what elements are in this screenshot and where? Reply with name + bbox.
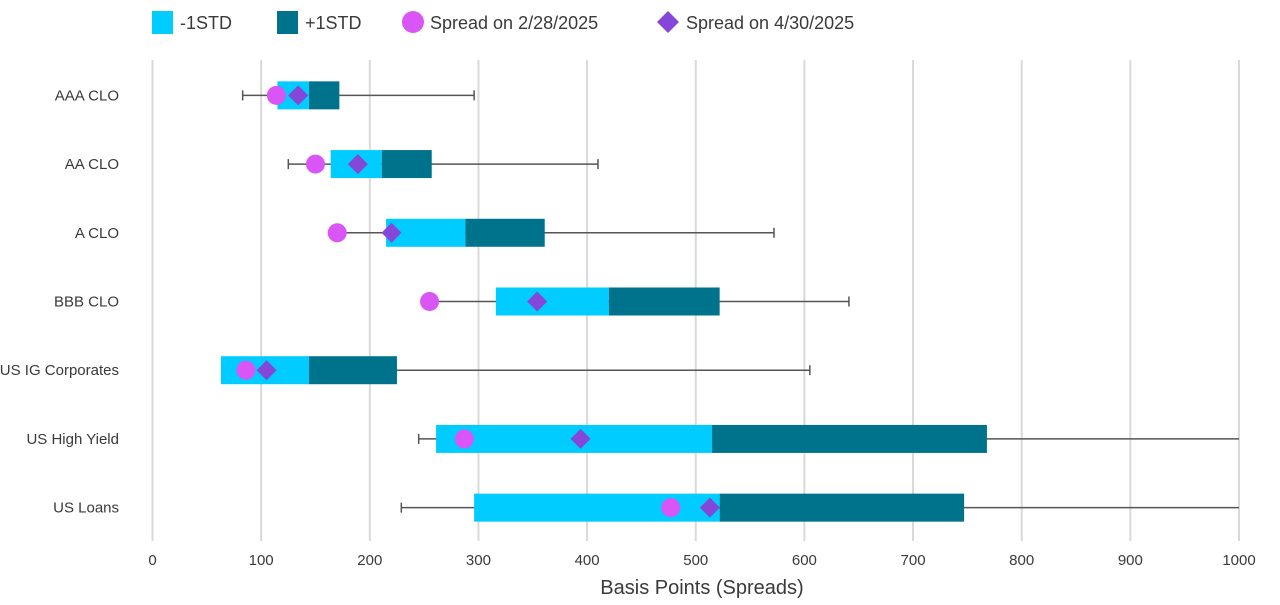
x-tick-label: 800 — [1009, 552, 1034, 569]
category-label: US IG Corporates — [0, 362, 119, 379]
marker-spread-apr — [347, 154, 368, 175]
x-tick-label: 900 — [1118, 552, 1143, 569]
marker-spread-feb — [420, 292, 440, 311]
category-label: AAA CLO — [55, 87, 119, 104]
legend-label-apr: Spread on 4/30/2025 — [686, 13, 854, 33]
category-row: US High Yield — [26, 424, 1239, 453]
category-label: A CLO — [75, 225, 119, 242]
x-tick-label: 200 — [357, 552, 382, 569]
legend-label-minus-1std: -1STD — [180, 13, 232, 33]
x-tick-label: 500 — [683, 552, 708, 569]
legend: -1STD +1STD Spread on 2/28/2025 Spread o… — [152, 11, 854, 34]
category-label: US Loans — [53, 500, 119, 517]
legend-marker-diamond-icon — [657, 11, 679, 33]
bar-plus-1std — [719, 493, 965, 522]
legend-marker-circle-icon — [402, 11, 424, 33]
category-label: AA CLO — [65, 156, 119, 173]
marker-spread-apr — [256, 360, 277, 381]
legend-label-plus-1std: +1STD — [305, 13, 362, 33]
category-row: US Loans — [53, 493, 1239, 522]
x-tick-label: 600 — [792, 552, 817, 569]
marker-spread-feb — [236, 360, 256, 380]
marker-spread-feb — [454, 429, 474, 449]
x-axis-title: Basis Points (Spreads) — [600, 577, 803, 599]
category-row: AAA CLO — [55, 81, 475, 110]
marker-spread-apr — [699, 497, 720, 518]
bar-minus-1std — [495, 287, 609, 316]
bar-plus-1std — [308, 81, 340, 110]
bar-plus-1std — [381, 150, 432, 179]
marker-spread-apr — [527, 291, 548, 312]
x-tick-label: 700 — [901, 552, 926, 569]
category-row: A CLO — [75, 218, 775, 247]
category-label: BBB CLO — [54, 294, 119, 311]
marker-spread-feb — [327, 223, 347, 243]
marker-spread-apr — [381, 222, 402, 243]
bar-plus-1std — [608, 287, 720, 316]
x-tick-label: 100 — [249, 552, 274, 569]
category-row: AA CLO — [65, 150, 599, 179]
marker-spread-feb — [305, 154, 325, 174]
marker-spread-feb — [266, 85, 286, 105]
x-tick-label: 400 — [575, 552, 600, 569]
category-label: US High Yield — [26, 431, 119, 448]
legend-swatch-plus-1std — [277, 11, 298, 34]
marker-spread-feb — [661, 498, 681, 518]
bar-minus-1std — [474, 493, 720, 522]
x-tick-label: 300 — [466, 552, 491, 569]
x-tick-label: 0 — [148, 552, 156, 569]
bar-plus-1std — [465, 218, 545, 247]
category-row: BBB CLO — [54, 287, 850, 316]
legend-swatch-minus-1std — [152, 11, 173, 34]
bar-plus-1std — [712, 424, 987, 453]
marker-spread-apr — [570, 428, 591, 449]
bar-plus-1std — [308, 356, 397, 385]
category-row: US IG Corporates — [0, 356, 811, 385]
legend-label-feb: Spread on 2/28/2025 — [430, 13, 598, 33]
x-tick-label: 1000 — [1222, 552, 1255, 569]
marker-spread-apr — [288, 85, 309, 106]
